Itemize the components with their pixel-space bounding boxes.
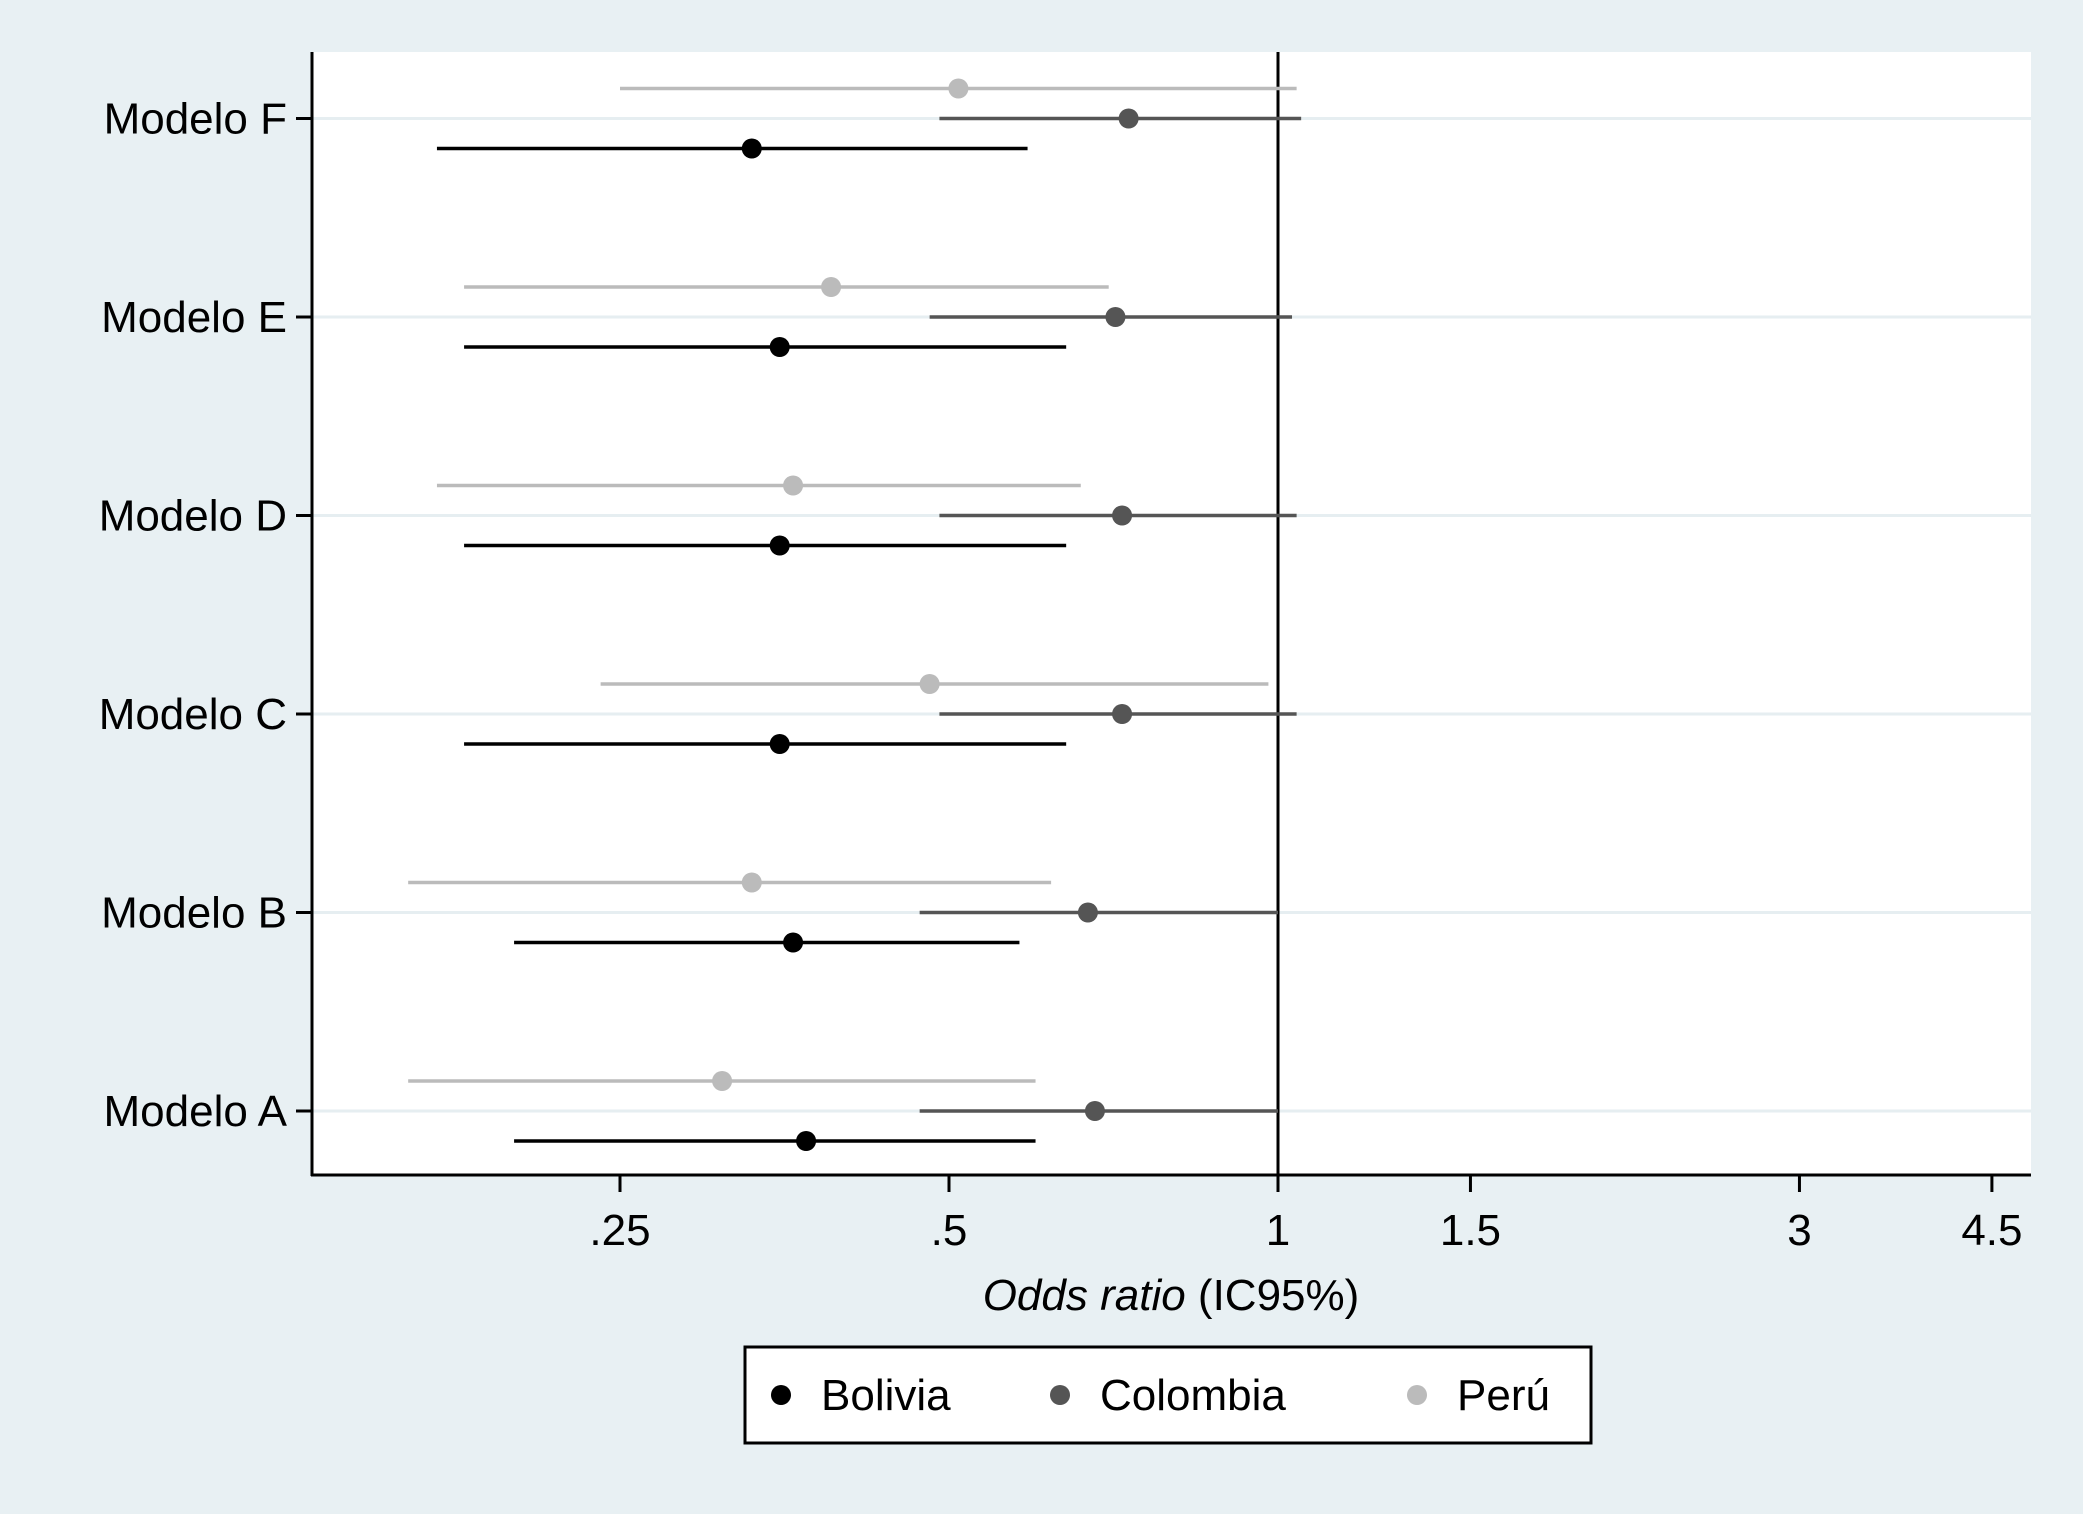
y-tick-label: Modelo C — [99, 690, 287, 739]
legend-label-colombia: Colombia — [1100, 1371, 1286, 1420]
point-peru — [712, 1071, 733, 1091]
point-colombia — [1118, 108, 1139, 129]
y-tick-label: Modelo F — [104, 95, 287, 144]
point-bolivia — [741, 138, 762, 159]
legend-marker-bolivia — [771, 1385, 791, 1405]
x-axis-title-rest: (IC95%) — [1186, 1271, 1360, 1320]
legend-label-peru: Perú — [1457, 1371, 1550, 1420]
legend-marker-peru — [1407, 1385, 1427, 1405]
x-tick-label: .25 — [589, 1206, 650, 1255]
x-tick-label: 3 — [1787, 1206, 1811, 1255]
x-tick-label: 4.5 — [1961, 1206, 2022, 1255]
legend: Bolivia Colombia Perú — [743, 1345, 1593, 1445]
point-bolivia — [783, 932, 804, 953]
y-tick-label: Modelo B — [101, 889, 287, 938]
x-axis-title: Odds ratio (IC95%) — [983, 1271, 1360, 1320]
x-tick-label: .5 — [931, 1206, 968, 1255]
legend-box — [743, 1345, 1593, 1445]
point-colombia — [1112, 505, 1133, 526]
x-tick-label: 1.5 — [1440, 1206, 1501, 1255]
legend-marker-colombia — [1050, 1385, 1070, 1405]
point-colombia — [1105, 307, 1126, 327]
y-tick-label: Modelo D — [99, 492, 287, 541]
legend-items: Bolivia Colombia Perú — [771, 1371, 1550, 1420]
point-colombia — [1084, 1101, 1105, 1121]
plot-region — [312, 52, 2031, 1175]
x-tick-label: 1 — [1266, 1206, 1290, 1255]
point-peru — [783, 475, 804, 496]
point-colombia — [1112, 704, 1133, 724]
point-peru — [919, 674, 940, 694]
y-tick-label: Modelo A — [104, 1087, 288, 1136]
y-tick-label: Modelo E — [101, 293, 287, 342]
x-axis-ticks: .25 .5 1 1.5 3 4.5 — [589, 1176, 2022, 1255]
x-axis-title-italic: Odds ratio — [983, 1271, 1186, 1320]
legend-label-bolivia: Bolivia — [821, 1371, 951, 1420]
point-bolivia — [769, 337, 790, 357]
point-bolivia — [769, 535, 790, 556]
y-axis-ticks: Modelo A Modelo B Modelo C Modelo D Modelo E… — [99, 95, 312, 1136]
point-colombia — [1077, 902, 1098, 923]
chart-marks — [408, 78, 1302, 1151]
point-bolivia — [769, 734, 790, 754]
point-peru — [948, 78, 969, 99]
point-peru — [821, 277, 842, 297]
point-bolivia — [796, 1131, 817, 1151]
point-peru — [741, 872, 762, 893]
